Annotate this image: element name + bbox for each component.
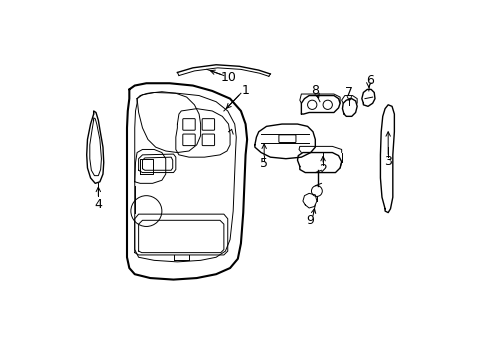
Text: 6: 6 (365, 74, 373, 87)
Text: 3: 3 (384, 155, 391, 168)
Text: 10: 10 (220, 71, 236, 84)
Text: 7: 7 (345, 86, 353, 99)
Text: 8: 8 (311, 85, 319, 98)
Text: 1: 1 (241, 85, 249, 98)
Text: 9: 9 (306, 214, 314, 227)
Text: 2: 2 (319, 163, 326, 176)
Text: 4: 4 (94, 198, 102, 211)
Text: 5: 5 (260, 157, 267, 170)
